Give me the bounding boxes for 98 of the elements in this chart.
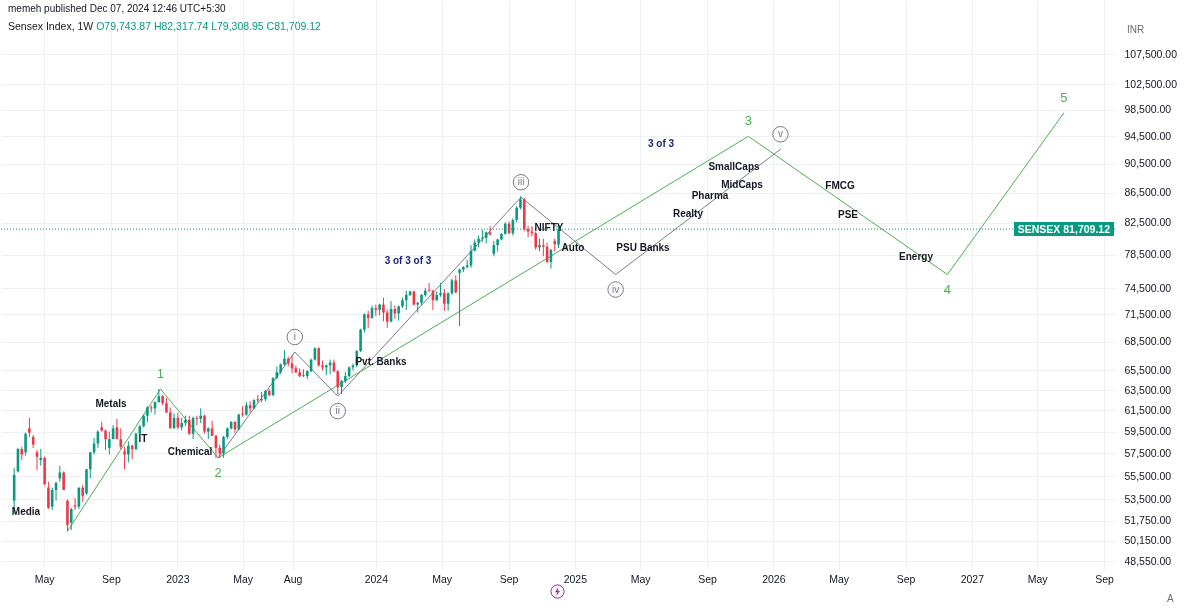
candlestick	[24, 432, 27, 457]
candlestick	[47, 481, 50, 510]
candlestick	[69, 507, 73, 531]
x-tick-label: May	[1027, 572, 1049, 585]
annotation: Metals	[95, 398, 127, 410]
candlestick	[241, 405, 244, 418]
line-series	[217, 148, 781, 459]
y-tick-label: 78,500.00	[1124, 248, 1172, 261]
text: O79,743.87 H82,317.74 L79,308.95 C81,709.12	[95, 20, 321, 32]
y-tick-label: 48,550.00	[1124, 554, 1172, 567]
y-tick-label: 63,500.00	[1124, 383, 1172, 396]
y-tick-label: 74,500.00	[1124, 281, 1172, 294]
line-series	[66, 112, 1065, 532]
ref-line-label: SENSEX 81,709.12	[1013, 222, 1114, 237]
annotation: 5	[1060, 90, 1068, 106]
candlestick	[481, 229, 484, 243]
annotation: Chemical	[167, 446, 213, 458]
candlestick	[427, 282, 431, 293]
y-tick-label: 53,500.00	[1124, 492, 1172, 505]
y-tick-label: 68,500.00	[1124, 335, 1172, 348]
candlestick	[382, 297, 385, 323]
y-tick-label: 51,750.00	[1124, 514, 1172, 527]
y-tick-label: 82,500.00	[1124, 216, 1172, 229]
candlestick	[123, 446, 126, 470]
annotation: Media	[11, 506, 41, 518]
y-tick-label: 90,500.00	[1124, 157, 1172, 170]
candlestick	[127, 440, 130, 463]
annotation: iii	[517, 176, 525, 188]
candlestick	[203, 414, 206, 435]
candlestick	[104, 428, 107, 451]
candlestick	[222, 435, 225, 459]
annotation: ii	[335, 405, 340, 417]
annotation: 3	[744, 113, 752, 129]
annotation: iv	[612, 283, 620, 295]
text: INR	[1127, 24, 1145, 36]
x-tick-label: May	[630, 572, 652, 585]
candlestick	[359, 328, 362, 353]
y-tick-label: 59,500.00	[1124, 425, 1172, 438]
text: A	[1167, 593, 1174, 605]
annotation: PSU Banks	[616, 242, 670, 254]
annotation: Auto	[561, 242, 585, 254]
y-tick-label: 50,150.00	[1124, 534, 1172, 547]
text: Sensex Index, 1W	[8, 20, 94, 32]
candlestick	[363, 312, 366, 333]
x-tick-label: May	[34, 572, 56, 585]
x-tick-label: 2023	[166, 572, 190, 585]
x-tick-label: Aug	[283, 572, 303, 585]
annotation: memeh published Dec 07, 2024 12:46 UTC+5:30	[8, 3, 226, 15]
y-tick-label: 98,500.00	[1124, 103, 1172, 116]
annotation: v	[777, 128, 783, 140]
annotation: Pharma	[691, 190, 729, 202]
y-tick-label: 65,500.00	[1124, 363, 1172, 376]
annotation: i	[293, 331, 296, 343]
candlestick	[187, 415, 191, 436]
x-tick-label: May	[233, 572, 254, 585]
candlestick	[119, 427, 123, 450]
candlestick	[260, 391, 263, 403]
x-tick-label: Sep	[1095, 572, 1115, 585]
x-tick-label: 2027	[960, 572, 985, 585]
annotation: Realty	[672, 208, 704, 220]
x-tick-label: 2025	[563, 572, 588, 585]
candlestick	[317, 346, 321, 367]
x-tick-label: Sep	[499, 572, 519, 585]
x-tick-label: May	[829, 572, 850, 585]
annotation: 2	[214, 464, 222, 480]
candlestick	[108, 431, 111, 456]
x-tick-label: May	[432, 572, 453, 585]
y-tick-label: 71,500.00	[1124, 307, 1172, 320]
candlestick	[62, 470, 65, 491]
candlestick	[488, 225, 492, 236]
y-tick-label: 107,500.00	[1124, 47, 1178, 60]
y-tick-label: 94,500.00	[1124, 129, 1172, 142]
annotation: 4	[943, 281, 952, 297]
y-tick-label: 86,500.00	[1124, 186, 1172, 199]
x-tick-label: 2026	[762, 572, 786, 585]
annotation: PSE	[837, 209, 859, 221]
candlestick	[28, 417, 31, 438]
y-tick-label: 57,500.00	[1124, 446, 1172, 459]
annotation: 3 of 3	[647, 138, 675, 150]
annotation: Energy	[899, 251, 933, 263]
candlestick	[149, 404, 153, 414]
annotation: FMCG	[825, 180, 855, 192]
x-tick-label: Sep	[698, 572, 718, 585]
candlestick	[404, 290, 408, 311]
y-tick-label: 102,500.00	[1124, 77, 1178, 90]
annotation: 1	[156, 366, 165, 382]
candlestick	[73, 497, 77, 511]
annotation: MidCaps	[721, 179, 763, 191]
y-tick-label: 55,500.00	[1124, 469, 1172, 482]
candlestick	[458, 268, 461, 327]
y-tick-label: 61,500.00	[1124, 403, 1172, 416]
x-tick-label: Sep	[896, 572, 916, 585]
x-tick-label: 2024	[364, 572, 389, 585]
x-tick-label: Sep	[102, 572, 121, 585]
annotation: SmallCaps	[708, 161, 760, 173]
candlestick	[443, 288, 446, 312]
annotation: 3 of 3 of 3	[384, 255, 432, 267]
annotation: IT	[138, 433, 148, 445]
